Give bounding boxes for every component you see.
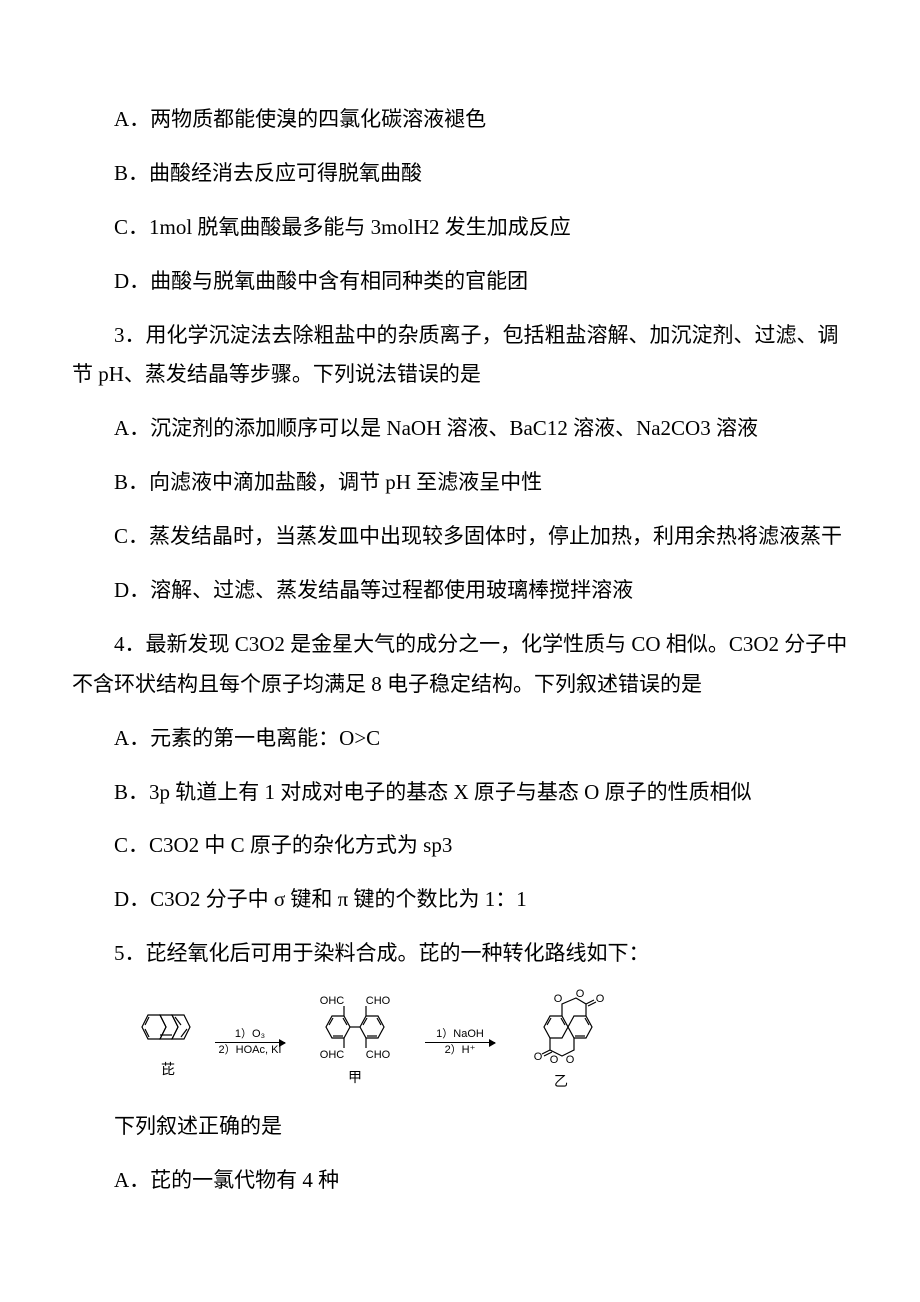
option-c-q4: C．C3O2 中 C 原子的杂化方式为 sp3 (72, 826, 848, 866)
molecule-pyrene-label: 芘 (161, 1058, 175, 1085)
question-4: 4．最新发现 C3O2 是金星大气的成分之一，化学性质与 CO 相似。C3O2 … (72, 625, 848, 705)
grp-ohc-bl: OHC (320, 1049, 345, 1061)
document-page: A．两物质都能使溴的四氯化碳溶液褪色 B．曲酸经消去反应可得脱氧曲酸 C．1mo… (0, 0, 920, 1275)
arrow1-top-label: 1）O₃ (235, 1028, 265, 1041)
option-d-q2: D．曲酸与脱氧曲酸中含有相同种类的官能团 (72, 262, 848, 302)
mol3-o5: O (534, 1051, 543, 1063)
option-a-q4: A．元素的第一电离能：O>C (72, 719, 848, 759)
mol3-o1: O (554, 993, 563, 1005)
mol3-o6: O (576, 988, 585, 1000)
molecule-yi-label: 乙 (554, 1070, 568, 1097)
arrow1-bottom-label: 2）HOAc, KI (219, 1044, 282, 1057)
option-c-q3: C．蒸发结晶时，当蒸发皿中出现较多固体时，停止加热，利用余热将滤液蒸干 (72, 517, 848, 557)
option-a-q5: A．芘的一氯代物有 4 种 (72, 1161, 848, 1201)
arrow2-bottom-label: 2）H⁺ (445, 1044, 476, 1057)
question-5-post: 下列叙述正确的是 (72, 1107, 848, 1147)
option-b-q2: B．曲酸经消去反应可得脱氧曲酸 (72, 154, 848, 194)
reaction-scheme: 芘 1）O₃ 2）HOAc, KI (132, 988, 848, 1097)
reaction-arrow-1: 1）O₃ 2）HOAc, KI (210, 1028, 290, 1057)
option-a-q3: A．沉淀剂的添加顺序可以是 NaOH 溶液、BaC12 溶液、Na2CO3 溶液 (72, 409, 848, 449)
reaction-arrow-2: 1）NaOH 2）H⁺ (420, 1028, 500, 1057)
molecule-jia: OHC CHO OHC CHO 甲 (296, 992, 414, 1093)
mol3-o3: O (550, 1054, 559, 1066)
option-d-q3: D．溶解、过滤、蒸发结晶等过程都使用玻璃棒搅拌溶液 (72, 571, 848, 611)
molecule-yi: O O O O O O 乙 (506, 988, 616, 1097)
option-b-q4: B．3p 轨道上有 1 对成对电子的基态 X 原子与基态 O 原子的性质相似 (72, 773, 848, 813)
molecule-jia-label: 甲 (348, 1066, 362, 1093)
mol3-o4: O (566, 1054, 575, 1066)
question-3: 3．用化学沉淀法去除粗盐中的杂质离子，包括粗盐溶解、加沉淀剂、过滤、调节 pH、… (72, 316, 848, 396)
option-c-q2: C．1mol 脱氧曲酸最多能与 3molH2 发生加成反应 (72, 208, 848, 248)
molecule-pyrene: 芘 (132, 1000, 204, 1085)
grp-cho-br: CHO (366, 1049, 391, 1061)
mol3-o2: O (596, 993, 605, 1005)
question-5: 5．芘经氧化后可用于染料合成。芘的一种转化路线如下： (72, 934, 848, 974)
option-b-q3: B．向滤液中滴加盐酸，调节 pH 至滤液呈中性 (72, 463, 848, 503)
option-a-q2: A．两物质都能使溴的四氯化碳溶液褪色 (72, 100, 848, 140)
grp-cho-tr: CHO (366, 995, 391, 1007)
arrow2-top-label: 1）NaOH (436, 1028, 484, 1041)
grp-ohc-tl: OHC (320, 995, 345, 1007)
option-d-q4: D．C3O2 分子中 σ 键和 π 键的个数比为 1：1 (72, 880, 848, 920)
